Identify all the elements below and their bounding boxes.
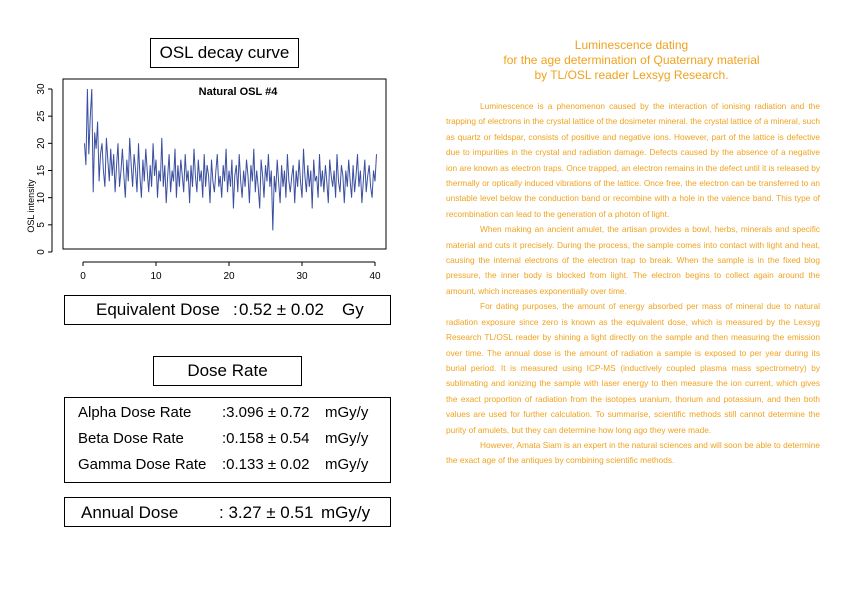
x-axis: 0 10 20 30 40 — [80, 261, 381, 282]
paragraph: Luminescence is a phenomenon caused by t… — [446, 101, 820, 219]
beta-dose-rate-row: Beta Dose Rate :0.158 ± 0.54 mGy/y — [65, 430, 390, 454]
x-tick-label: 10 — [150, 271, 162, 282]
osl-curve-title: OSL decay curve — [150, 38, 299, 68]
equivalent-dose-separator: : — [233, 300, 238, 319]
osl-series-line — [84, 88, 377, 231]
y-tick-label: 25 — [36, 110, 47, 122]
dose-rate-unit: mGy/y — [325, 404, 369, 421]
osl-decay-chart: Natural OSL #4 OSL intensity 0 5 10 15 20 25 3… — [26, 78, 387, 282]
x-tick-label: 30 — [296, 271, 308, 282]
equivalent-dose-value: 0.52 ± 0.02 — [239, 300, 324, 319]
y-axis: 0 5 10 15 20 25 30 — [36, 83, 53, 255]
y-tick-label: 5 — [36, 222, 47, 228]
annual-dose-box: Annual Dose : 3.27 ± 0.51 mGy/y — [64, 497, 391, 527]
y-tick-label: 20 — [36, 137, 47, 149]
dose-rates-box: Alpha Dose Rate :3.096 ± 0.72 mGy/y Beta… — [64, 397, 391, 483]
y-tick-label: 15 — [36, 165, 47, 177]
y-axis-label: OSL intensity — [26, 179, 36, 233]
dose-rate-unit: mGy/y — [325, 456, 369, 473]
annual-dose-value: : 3.27 ± 0.51 — [219, 503, 314, 522]
x-tick-label: 0 — [80, 271, 86, 282]
heading-line: Luminescence dating — [574, 38, 689, 52]
gamma-dose-rate-row: Gamma Dose Rate :0.133 ± 0.02 mGy/y — [65, 456, 390, 480]
article-heading: Luminescence dating for the age determin… — [470, 38, 793, 83]
annual-dose-unit: mGy/y — [321, 503, 371, 522]
dose-rate-value: :0.133 ± 0.02 — [222, 456, 310, 473]
paragraph: However, Amata Siam is an expert in the … — [446, 439, 820, 466]
heading-line: by TL/OSL reader Lexsyg Research. — [534, 68, 729, 82]
x-tick-label: 20 — [223, 271, 235, 282]
dose-rate-unit: mGy/y — [325, 430, 369, 447]
equivalent-dose-label: Equivalent Dose — [96, 300, 220, 319]
dose-rate-value: :0.158 ± 0.54 — [222, 430, 310, 447]
dose-rate-title: Dose Rate — [153, 356, 302, 386]
paragraph: For dating purposes, the amount of energ… — [446, 301, 820, 435]
article-body: Luminescence is a phenomenon caused by t… — [446, 99, 820, 469]
alpha-dose-rate-row: Alpha Dose Rate :3.096 ± 0.72 mGy/y — [65, 404, 390, 428]
heading-line: for the age determination of Quaternary … — [503, 53, 760, 67]
plot-frame — [62, 78, 387, 250]
y-tick-label: 10 — [36, 192, 47, 204]
dose-rate-label: Beta Dose Rate — [78, 430, 184, 447]
annual-dose-label: Annual Dose — [81, 503, 179, 522]
x-tick-label: 40 — [369, 271, 381, 282]
dose-rate-label: Gamma Dose Rate — [78, 456, 207, 473]
dose-rate-value: :3.096 ± 0.72 — [222, 404, 310, 421]
equivalent-dose-box: Equivalent Dose : 0.52 ± 0.02 Gy — [64, 295, 391, 325]
osl-series — [84, 88, 377, 231]
chart-title: Natural OSL #4 — [199, 86, 279, 98]
equivalent-dose-unit: Gy — [342, 300, 364, 319]
paragraph: When making an ancient amulet, the artis… — [446, 224, 820, 296]
y-tick-label: 30 — [36, 83, 47, 95]
y-tick-label: 0 — [36, 249, 47, 255]
dose-rate-label: Alpha Dose Rate — [78, 404, 192, 421]
